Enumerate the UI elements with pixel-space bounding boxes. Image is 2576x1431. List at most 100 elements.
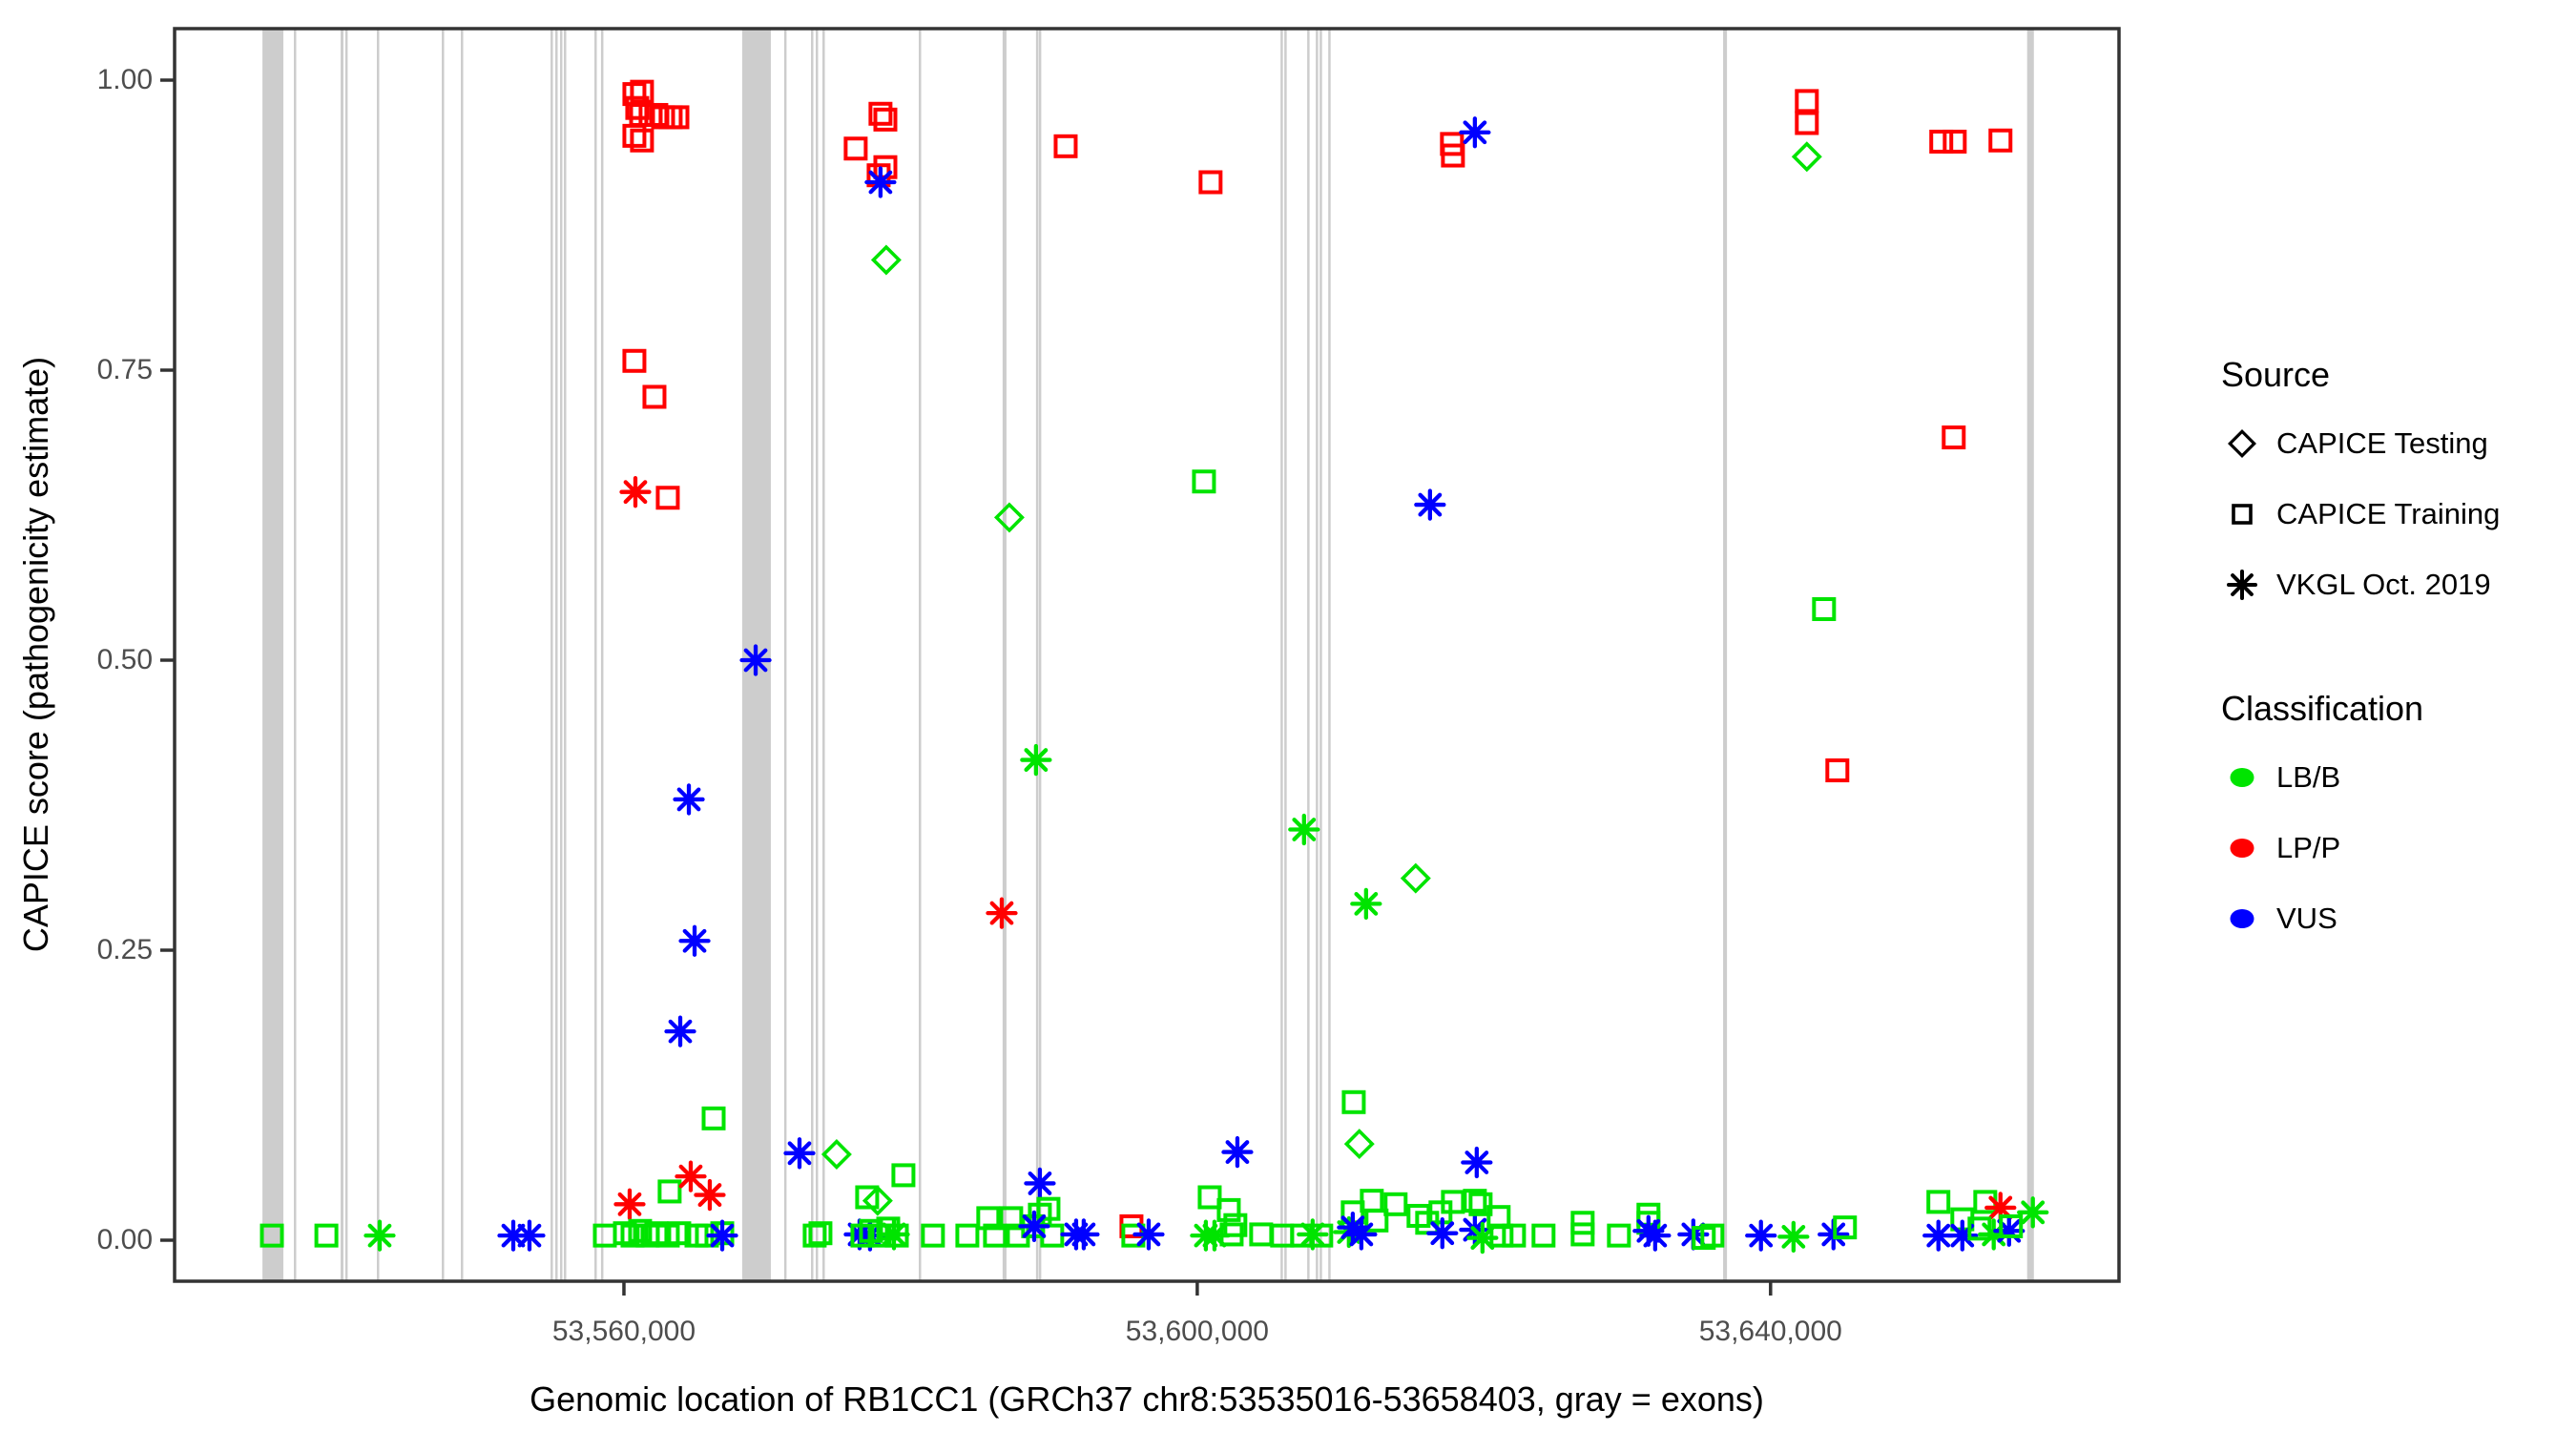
data-point — [870, 244, 902, 276]
data-point — [1942, 425, 1966, 450]
data-point — [655, 486, 680, 510]
data-point — [1350, 887, 1382, 921]
diamond-icon — [2228, 429, 2256, 458]
exon-bar — [376, 29, 380, 1281]
data-point — [613, 1188, 646, 1220]
data-point — [2017, 1196, 2049, 1229]
data-point — [1791, 141, 1822, 173]
exon-bar — [600, 29, 604, 1281]
data-point — [1463, 1189, 1487, 1213]
y-tick-label: 0.00 — [96, 1224, 153, 1255]
data-point — [1993, 1214, 2025, 1247]
y-tick-label: 0.50 — [96, 644, 153, 675]
data-point — [1461, 1146, 1493, 1179]
circle-icon — [2230, 909, 2254, 928]
exon-bar — [555, 29, 558, 1281]
data-point — [1249, 1222, 1274, 1247]
square-legend-key — [2221, 493, 2263, 535]
exon-bar — [822, 29, 825, 1281]
data-point — [1441, 143, 1465, 168]
data-point — [667, 1221, 692, 1246]
data-point — [1502, 1223, 1527, 1248]
data-point — [868, 101, 893, 126]
data-point — [706, 1219, 738, 1252]
data-point — [1795, 89, 1819, 114]
data-point — [1198, 1219, 1231, 1252]
exon-bar — [1319, 29, 1322, 1281]
legend-source-items: CAPICE Testing CAPICE Training VKGL Oct. 2… — [2221, 408, 2565, 620]
data-point — [1400, 862, 1431, 894]
data-point — [1984, 1192, 2017, 1224]
data-point — [1459, 116, 1491, 149]
data-point — [630, 79, 654, 104]
data-point — [802, 1223, 827, 1248]
data-point — [657, 1179, 682, 1204]
data-point — [675, 1160, 707, 1192]
data-point — [891, 1163, 916, 1188]
data-point — [619, 476, 652, 508]
exon-bar — [815, 29, 819, 1281]
plot-panel-border — [173, 27, 2121, 1283]
y-tick-label: 1.00 — [96, 64, 153, 95]
data-point — [664, 1015, 696, 1047]
exon-bar — [1280, 29, 1283, 1281]
circle-legend-key — [2221, 898, 2263, 940]
legend-classification-item: VUS — [2221, 883, 2565, 954]
diamond-legend-key — [2221, 423, 2263, 465]
data-point — [1197, 1185, 1222, 1210]
legend-classification-item-label: VUS — [2276, 902, 2337, 935]
y-tick-label: 0.25 — [96, 934, 153, 965]
x-tick-label: 53,560,000 — [551, 1316, 696, 1347]
data-point — [1999, 1213, 2024, 1238]
data-point — [1341, 1089, 1366, 1114]
data-point — [1466, 1221, 1499, 1255]
exon-bar — [1307, 29, 1310, 1281]
data-point — [1607, 1223, 1631, 1248]
data-point — [620, 1223, 645, 1248]
x-axis-label: Genomic location of RB1CC1 (GRCh37 chr8:… — [530, 1379, 1764, 1419]
exon-bar — [262, 29, 284, 1281]
data-point — [1414, 488, 1446, 521]
data-point — [843, 136, 868, 161]
legend-source-item: VKGL Oct. 2019 — [2221, 550, 2565, 620]
exon-bar — [559, 29, 563, 1281]
y-tick-label: 0.75 — [96, 354, 153, 385]
exon-bar — [442, 29, 445, 1281]
legend-source-group: Source CAPICE Testing CAPICE Training VKGL… — [2221, 355, 2565, 620]
data-point — [1288, 813, 1320, 846]
data-point — [1024, 1167, 1056, 1200]
data-point — [1795, 111, 1819, 135]
data-point — [808, 1221, 833, 1246]
data-point — [622, 348, 647, 373]
data-point — [364, 1219, 396, 1252]
exon-bar — [461, 29, 464, 1281]
data-point — [628, 1218, 653, 1243]
exon-bar — [340, 29, 343, 1281]
data-point — [497, 1219, 530, 1252]
data-point — [701, 1106, 726, 1130]
exon-bar — [1328, 29, 1331, 1281]
data-point — [1221, 1135, 1254, 1169]
data-point — [855, 1185, 880, 1210]
exon-bar — [1035, 29, 1039, 1281]
data-point — [1570, 1222, 1595, 1247]
exon-bar — [1002, 29, 1007, 1281]
asterisk-legend-key — [2221, 564, 2263, 606]
data-point — [1383, 1192, 1408, 1216]
circle-legend-key — [2221, 757, 2263, 798]
asterisk-icon — [2227, 570, 2257, 600]
circle-icon — [2230, 768, 2254, 787]
legend-source-item: CAPICE Testing — [2221, 408, 2565, 479]
data-point — [630, 128, 654, 153]
legend-classification-group: Classification LB/B LP/P VUS — [2221, 689, 2565, 954]
data-point — [314, 1223, 339, 1248]
legend-source-item-label: VKGL Oct. 2019 — [2276, 568, 2491, 601]
square-icon — [2232, 504, 2253, 525]
exon-bar — [344, 29, 348, 1281]
data-point — [739, 644, 772, 676]
data-point — [1777, 1220, 1810, 1253]
legend-classification-title: Classification — [2221, 689, 2424, 728]
legend-source-item-label: CAPICE Training — [2276, 497, 2501, 530]
data-point — [1364, 1208, 1389, 1233]
